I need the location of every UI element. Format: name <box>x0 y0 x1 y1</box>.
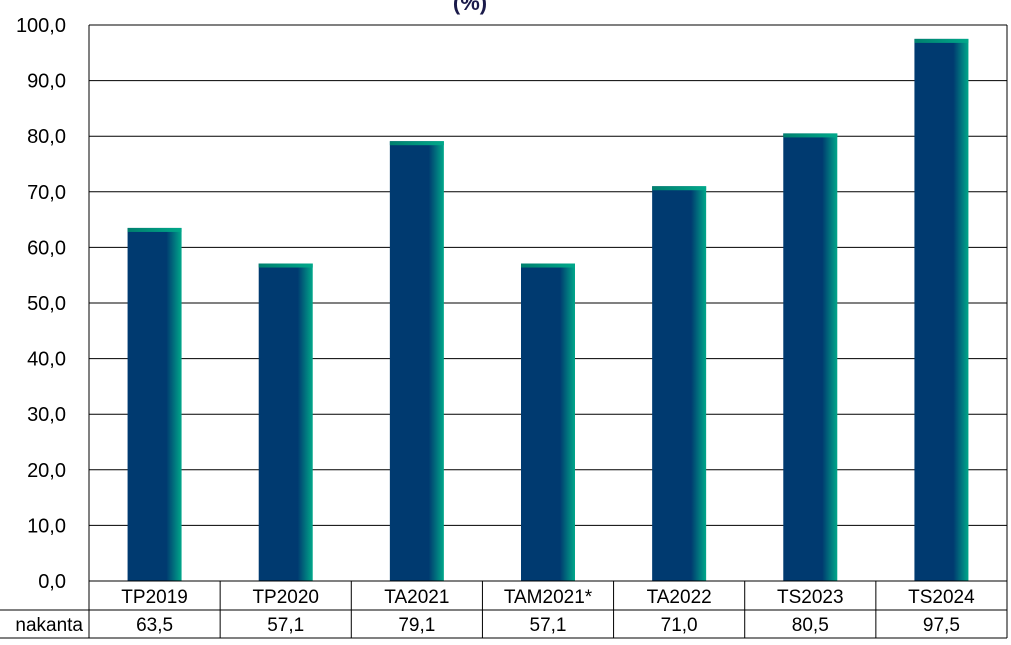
y-tick-label: 10,0 <box>27 515 66 537</box>
data-table-value: 80,5 <box>792 615 829 636</box>
bar-cap <box>914 38 969 43</box>
y-tick-label: 30,0 <box>27 404 66 426</box>
data-table-value: 79,1 <box>398 615 435 636</box>
bar-body <box>258 263 313 581</box>
bar-cap <box>127 227 182 232</box>
bar-cap <box>783 133 838 138</box>
x-tick-label: TS2023 <box>777 587 844 608</box>
data-table-value: 57,1 <box>530 615 567 636</box>
bar-cap <box>258 263 313 268</box>
series-row-label: nakanta <box>15 615 83 636</box>
x-tick-label: TS2024 <box>908 587 975 608</box>
bar-body <box>127 227 182 581</box>
x-tick-label: TP2019 <box>121 587 188 608</box>
bar-body <box>389 141 444 582</box>
bar <box>783 133 838 582</box>
y-tick-label: 80,0 <box>27 126 66 148</box>
data-table-value: 63,5 <box>136 615 173 636</box>
bar-body <box>521 263 575 581</box>
y-tick-label: 50,0 <box>27 293 66 315</box>
y-tick-label: 20,0 <box>27 460 66 482</box>
x-tick-label: TA2021 <box>384 587 449 608</box>
bar-cap <box>521 263 575 268</box>
data-table-value: 97,5 <box>923 615 960 636</box>
x-tick-label: TA2022 <box>647 587 712 608</box>
bar-body <box>914 38 969 581</box>
y-tick-label: 70,0 <box>27 182 66 204</box>
x-tick-label: TP2020 <box>252 587 319 608</box>
bar <box>521 263 575 581</box>
bar <box>652 186 707 582</box>
y-tick-label: 90,0 <box>27 71 66 93</box>
y-tick-label: 40,0 <box>27 349 66 371</box>
bar <box>258 263 313 581</box>
bar <box>127 227 182 581</box>
data-table: TP2019 TP2020 TA2021 TAM2021* TA2022 TS2023 TS… <box>0 580 1008 639</box>
bar-body <box>652 186 707 582</box>
y-tick-label: 0,0 <box>38 571 66 593</box>
data-table-value: 57,1 <box>267 615 304 636</box>
bar <box>914 38 969 581</box>
bar-body <box>783 133 838 582</box>
y-tick-label: 100,0 <box>16 15 66 37</box>
bars <box>127 38 969 582</box>
chart-title: (%) <box>453 0 487 15</box>
y-tick-label: 60,0 <box>27 237 66 259</box>
x-tick-label: TAM2021* <box>504 587 593 608</box>
bar <box>389 141 444 582</box>
bar-cap <box>389 141 444 146</box>
bar-cap <box>652 186 707 191</box>
data-table-value: 71,0 <box>661 615 698 636</box>
y-axis-ticks: 0,0 10,0 20,0 30,0 40,0 50,0 60,0 70,0 80,0 90,0 1… <box>16 15 66 593</box>
